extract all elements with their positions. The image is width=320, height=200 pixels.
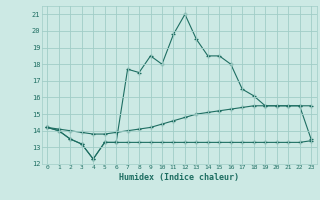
X-axis label: Humidex (Indice chaleur): Humidex (Indice chaleur) <box>119 173 239 182</box>
